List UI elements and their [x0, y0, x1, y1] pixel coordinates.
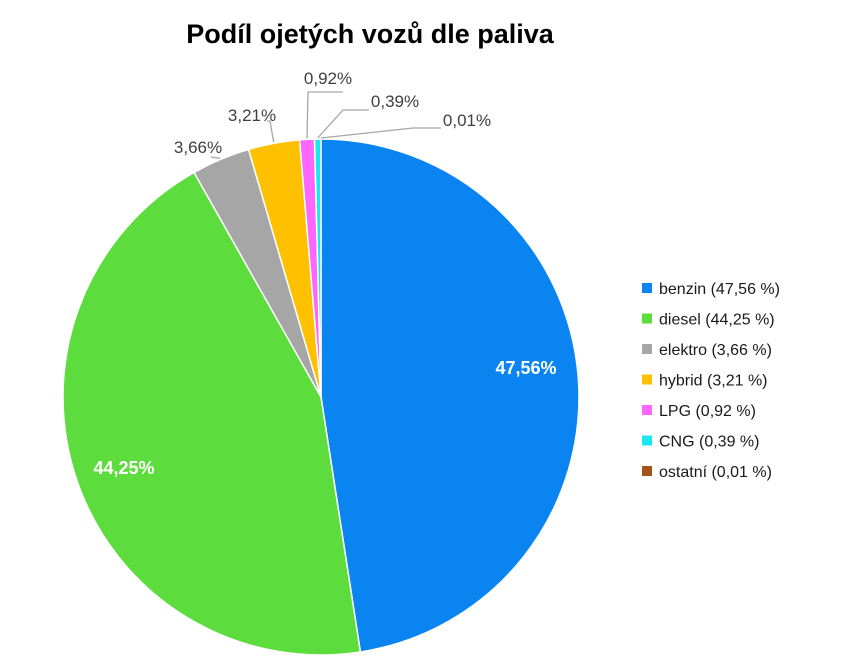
legend-swatch-lpg: [642, 405, 652, 415]
legend-swatch-cng: [642, 435, 652, 446]
pie-slice-benzin: [320, 138, 580, 653]
legend-item-cng: CNG (0,39 %): [642, 434, 759, 451]
legend-label-cng: CNG (0,39 %): [659, 434, 759, 451]
leader-line-elektro: [210, 156, 221, 160]
legend-label-elektro: elektro (3,66 %): [659, 342, 772, 359]
data-label-lpg: 0,92%: [304, 69, 352, 88]
legend-swatch-ostatni: [642, 466, 652, 476]
leader-line-cng: [317, 109, 369, 139]
leader-line-lpg: [306, 91, 343, 139]
legend-item-ostatni: ostatní (0,01 %): [642, 464, 772, 481]
leader-lines: [210, 91, 441, 160]
legend-label-benzin: benzin (47,56 %): [659, 281, 780, 298]
data-label-ostatni: 0,01%: [443, 111, 491, 130]
pie-slices: [62, 138, 580, 656]
legend-label-hybrid: hybrid (3,21 %): [659, 373, 768, 390]
legend-label-diesel: diesel (44,25 %): [659, 312, 775, 329]
legend-item-diesel: diesel (44,25 %): [642, 312, 775, 329]
pie-slice-diesel: [62, 171, 362, 656]
data-label-hybrid: 3,21%: [228, 106, 276, 125]
data-label-elektro: 3,66%: [174, 138, 222, 157]
legend-item-lpg: LPG (0,92 %): [642, 403, 756, 420]
legend-swatch-hybrid: [642, 374, 652, 385]
legend-item-benzin: benzin (47,56 %): [642, 281, 780, 298]
pie-slice-cng: [313, 138, 322, 398]
legend-swatch-elektro: [642, 344, 652, 354]
legend-label-ostatni: ostatní (0,01 %): [659, 464, 772, 481]
data-labels: 47,56% 44,25% 3,66% 3,21% 0,92% 0,39% 0,01%: [93, 69, 556, 478]
chart-title: Podíl ojetých vozů dle paliva: [186, 19, 555, 49]
data-label-diesel: 44,25%: [93, 458, 154, 478]
legend-swatch-benzin: [642, 283, 652, 293]
leader-line-ostatni: [320, 127, 441, 139]
data-label-cng: 0,39%: [371, 92, 419, 111]
legend: benzin (47,56 %) diesel (44,25 %) elektro …: [642, 281, 780, 481]
legend-label-lpg: LPG (0,92 %): [659, 403, 756, 420]
legend-swatch-diesel: [642, 313, 652, 324]
data-label-benzin: 47,56%: [495, 358, 556, 378]
legend-item-elektro: elektro (3,66 %): [642, 342, 772, 359]
legend-item-hybrid: hybrid (3,21 %): [642, 373, 768, 390]
leader-line-hybrid: [267, 120, 275, 143]
